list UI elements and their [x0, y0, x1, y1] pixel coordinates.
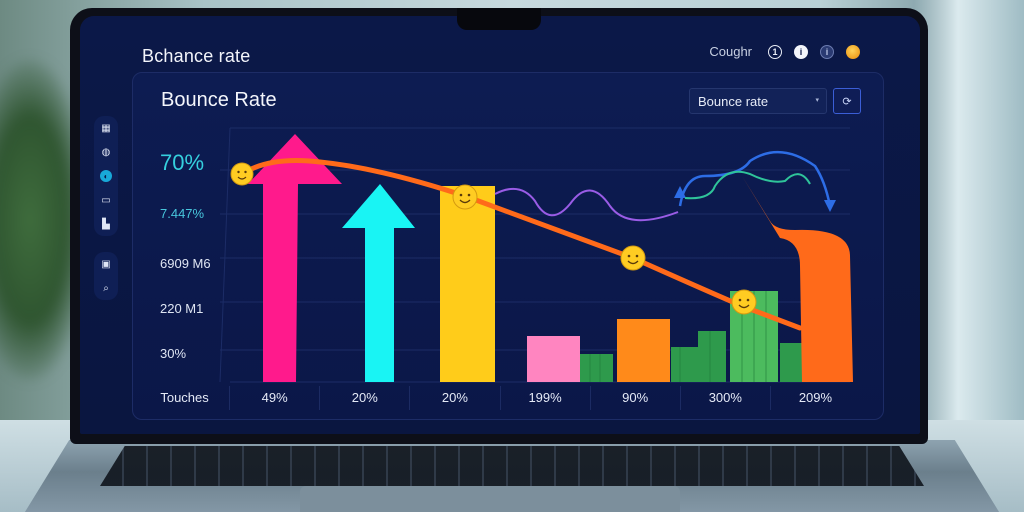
metric-select-value: Bounce rate	[698, 94, 769, 109]
user-name[interactable]: Coughr	[709, 44, 752, 59]
bar-green	[580, 354, 613, 382]
y-tick-label: 70%	[160, 150, 205, 175]
avatar-icon[interactable]	[846, 44, 860, 59]
arrowhead-blue-up	[674, 186, 686, 198]
top-bar: Coughr 1 i i	[709, 44, 860, 59]
smiley-markers	[230, 162, 757, 315]
sidebar: ▦ ◍ ◐ ▭ ▙ ▣ ⌕	[94, 116, 118, 316]
refresh-icon: ⟳	[842, 95, 852, 108]
bar-green	[780, 343, 802, 382]
x-tick-label: 20%	[319, 386, 409, 410]
x-tick-label: 20%	[409, 386, 499, 410]
app-title: Bchance rate	[142, 46, 251, 66]
bar-arrow-cyan	[342, 184, 415, 382]
y-tick-label: 30%	[160, 346, 187, 361]
x-tick-label: Touches	[160, 390, 209, 405]
y-tick-label: 220 M1	[160, 301, 204, 316]
bar-arrow-pink	[248, 134, 342, 382]
x-tick-label: 300%	[679, 386, 770, 410]
y-tick-label: 6909 M6	[160, 256, 211, 271]
bar-green	[671, 347, 698, 382]
bar-orange-curved	[742, 176, 853, 382]
sidebar-group-secondary: ▣ ⌕	[94, 252, 118, 300]
y-tick-label: 7.447%	[160, 206, 205, 221]
line-teal-wave	[684, 170, 811, 200]
notification-icon[interactable]: i	[820, 44, 834, 59]
bar-pink	[527, 336, 580, 382]
dashboard-icon[interactable]: ▦	[101, 122, 111, 134]
x-tick-label: 49%	[229, 386, 319, 410]
card-title: Bounce Rate	[161, 89, 277, 111]
info-outline-icon[interactable]: 1	[768, 44, 782, 59]
messages-icon[interactable]: ▭	[101, 194, 111, 206]
calendar-icon[interactable]: ▣	[101, 258, 111, 270]
trackpad	[300, 486, 680, 512]
globe-icon[interactable]: ◍	[101, 146, 111, 158]
camera-notch	[457, 8, 541, 30]
line-blue-arrow	[678, 150, 832, 207]
background-window	[914, 0, 1024, 420]
x-tick-label: 90%	[589, 386, 680, 410]
chart-plot	[219, 127, 853, 383]
arrowhead-blue-down	[824, 200, 836, 212]
bar-orange	[617, 319, 670, 382]
laptop-screen: Bchance rate Coughr 1 i i ▦ ◍ ◐ ▭ ▙ ▣ ⌕ …	[80, 16, 920, 434]
chevron-down-icon: ▾	[815, 97, 819, 104]
x-tick-label: 199%	[499, 386, 590, 410]
refresh-button[interactable]: ⟳	[833, 88, 861, 114]
search-icon[interactable]: ⌕	[103, 282, 109, 294]
compass-icon[interactable]: ◐	[100, 170, 112, 182]
bar-yellow	[440, 186, 495, 382]
metric-select[interactable]: Bounce rate ▾	[689, 88, 827, 114]
reports-icon[interactable]: ▙	[102, 218, 110, 230]
x-tick-label: 209%	[769, 386, 860, 410]
sidebar-group-main: ▦ ◍ ◐ ▭ ▙	[94, 116, 118, 236]
line-purple-wave	[494, 187, 679, 222]
bar-green	[698, 331, 726, 382]
info-solid-icon[interactable]: i	[794, 44, 808, 59]
x-axis: Touches 49% 20% 20% 199% 90% 300% 209%	[140, 386, 860, 410]
keyboard	[100, 446, 924, 486]
